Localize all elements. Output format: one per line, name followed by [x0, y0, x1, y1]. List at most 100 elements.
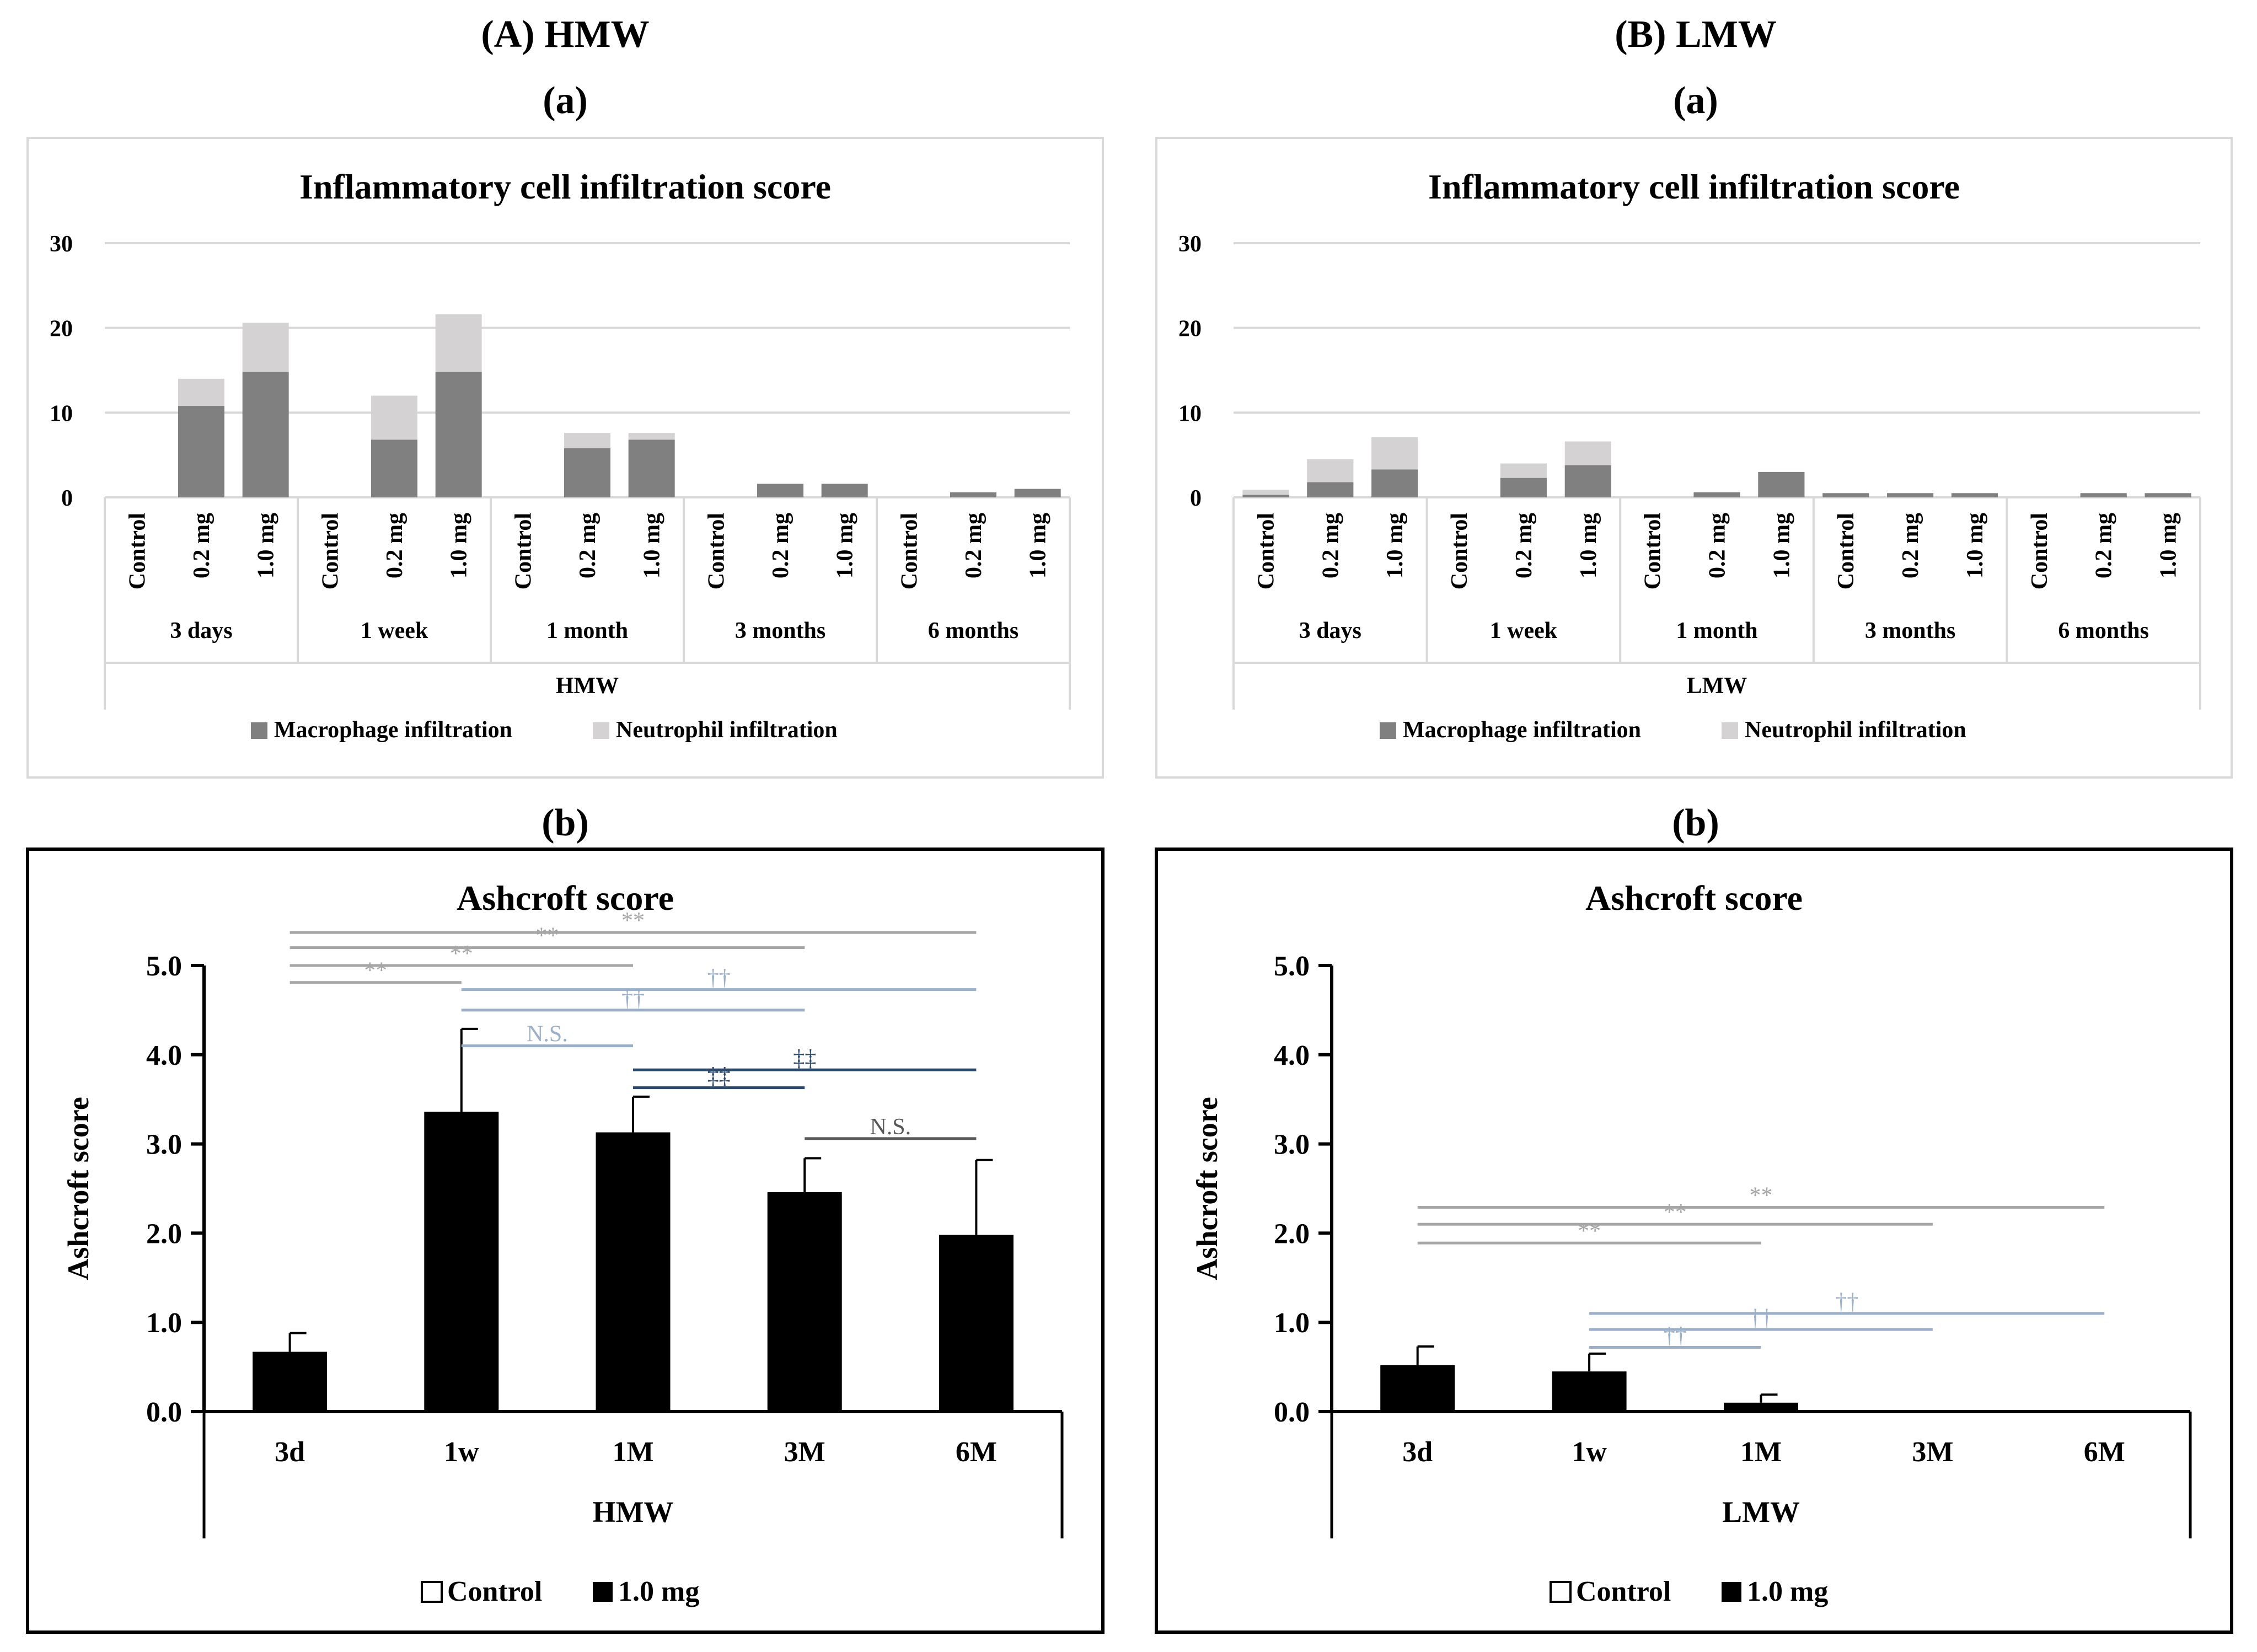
- significance-label: **: [621, 908, 645, 934]
- dose-label: 1.0 mg: [447, 513, 472, 578]
- timepoint-label: 1 month: [546, 618, 628, 643]
- bar-macrophage: [242, 372, 289, 497]
- x-tick-label: 3M: [784, 1436, 825, 1468]
- y-tick-label: 10: [1178, 401, 1202, 426]
- chart-A-b: Ashcroft score 0.0 1.0 2.0 3.0 4.0 5.0 Ashcroft…: [26, 848, 1105, 1634]
- significance-label: **: [1750, 1183, 1773, 1208]
- significance-label: N.S.: [527, 1022, 568, 1047]
- legend-swatch-1-0-mg: [1722, 1582, 1741, 1602]
- y-tick-label: 10: [50, 401, 73, 426]
- y-axis-title: Ashcroft score: [1191, 1097, 1224, 1280]
- legend-label: Neutrophil infiltration: [616, 717, 838, 743]
- chart-frame: [26, 137, 1104, 779]
- bar-macrophage: [950, 492, 996, 497]
- panel-a-sub-a: (a): [543, 79, 588, 122]
- bar-macrophage: [1758, 471, 1805, 497]
- dose-label: 1.0 mg: [1963, 513, 1988, 578]
- y-tick-label: 20: [50, 317, 73, 342]
- significance-label: N.S.: [870, 1114, 911, 1140]
- legend-swatch-1-0-mg: [593, 1582, 613, 1602]
- x-tick-label: 6M: [2084, 1436, 2125, 1468]
- y-tick-label: 0: [61, 486, 73, 511]
- dose-label: Control: [1447, 513, 1472, 589]
- significance-label: **: [1664, 1200, 1687, 1225]
- bar-neutrophil: [1242, 490, 1289, 495]
- legend-label: 1.0 mg: [618, 1576, 699, 1607]
- y-axis-title: Ashcroft score: [62, 1097, 95, 1280]
- dose-label: Control: [125, 513, 150, 589]
- x-tick-label: 3d: [1402, 1436, 1433, 1468]
- legend-label: Macrophage infiltration: [274, 717, 512, 743]
- significance-label: ††: [621, 986, 645, 1011]
- timepoint-label: 1 week: [361, 618, 428, 643]
- panel-b-sub-a: (a): [1673, 79, 1718, 122]
- bar-neutrophil: [1500, 463, 1547, 478]
- dose-label: 0.2 mg: [1511, 513, 1537, 578]
- y-tick-label: 3.0: [1274, 1129, 1310, 1161]
- y-tick-label: 5.0: [146, 951, 182, 982]
- bar-macrophage: [2080, 493, 2127, 497]
- legend-swatch-macrophage: [251, 722, 267, 739]
- bar-1-0-mg: [1724, 1402, 1798, 1412]
- legend-label: 1.0 mg: [1747, 1576, 1828, 1607]
- chart-B-b: Ashcroft score 0.0 1.0 2.0 3.0 4.0 5.0 Ashcroft…: [1155, 848, 2233, 1634]
- chart-frame: [26, 848, 1105, 1634]
- bar-1-0-mg: [1380, 1365, 1455, 1412]
- bar-macrophage: [564, 448, 610, 497]
- bar-1-0-mg: [939, 1235, 1014, 1412]
- bar-neutrophil: [371, 395, 417, 440]
- legend-swatch-control: [421, 1581, 443, 1603]
- dose-label: 0.2 mg: [382, 513, 408, 578]
- legend-label: Control: [447, 1576, 542, 1607]
- timepoint-label: 1 week: [1490, 618, 1558, 643]
- legend-swatch-control: [1550, 1581, 1572, 1603]
- y-tick-label: 0: [1190, 486, 1202, 511]
- bar-macrophage: [821, 484, 868, 497]
- y-tick-label: 1.0: [146, 1307, 182, 1339]
- chart-title: Inflammatory cell infiltration score: [299, 167, 831, 206]
- significance-label: **: [364, 958, 387, 984]
- chart-A-a: Inflammatory cell infiltration score 0 10 2…: [26, 137, 1104, 779]
- panel-b-sub-b: (b): [1672, 802, 1719, 844]
- significance-label: ††: [1835, 1289, 1858, 1315]
- bar-neutrophil: [564, 433, 610, 448]
- significance-label: ‡‡: [707, 1064, 731, 1089]
- y-tick-label: 4.0: [146, 1040, 182, 1071]
- bar-macrophage: [757, 484, 803, 497]
- legend-label: Control: [1576, 1576, 1671, 1607]
- bar-neutrophil: [1307, 459, 1354, 482]
- timepoint-label: 6 months: [2058, 618, 2149, 643]
- significance-label: ††: [707, 966, 731, 991]
- dose-label: 0.2 mg: [961, 513, 987, 578]
- bar-macrophage: [371, 439, 417, 497]
- y-tick-label: 30: [1178, 232, 1202, 257]
- dose-label: Control: [897, 513, 922, 589]
- group-label: HMW: [593, 1495, 674, 1528]
- bar-macrophage: [1887, 493, 1934, 497]
- dose-label: Control: [1834, 513, 1859, 589]
- significance-label: **: [1578, 1219, 1601, 1244]
- dose-label: 1.0 mg: [1026, 513, 1051, 578]
- group-label: HMW: [556, 673, 619, 699]
- dose-label: 0.2 mg: [768, 513, 794, 578]
- legend-swatch-macrophage: [1380, 722, 1396, 739]
- bar-macrophage: [1242, 495, 1289, 497]
- bar-macrophage: [628, 439, 675, 497]
- y-tick-label: 30: [50, 232, 73, 257]
- chart-title: Ashcroft score: [1585, 878, 1803, 918]
- x-tick-label: 1M: [1740, 1436, 1782, 1468]
- bar-macrophage: [1500, 478, 1547, 497]
- bar-1-0-mg: [767, 1192, 842, 1412]
- bar-macrophage: [1014, 489, 1061, 497]
- panel-b-label: (B) LMW: [1615, 13, 1777, 56]
- timepoint-label: 3 days: [1299, 618, 1361, 643]
- bar-macrophage: [1307, 482, 1354, 497]
- y-tick-label: 0.0: [1274, 1397, 1310, 1428]
- dose-label: 0.2 mg: [1898, 513, 1923, 578]
- dose-label: 0.2 mg: [2092, 513, 2117, 578]
- panel-a-label: (A) HMW: [481, 13, 649, 56]
- significance-label: ‡‡: [793, 1045, 816, 1071]
- bar-1-0-mg: [1552, 1371, 1627, 1412]
- bar-neutrophil: [242, 323, 289, 372]
- bar-neutrophil: [628, 433, 675, 440]
